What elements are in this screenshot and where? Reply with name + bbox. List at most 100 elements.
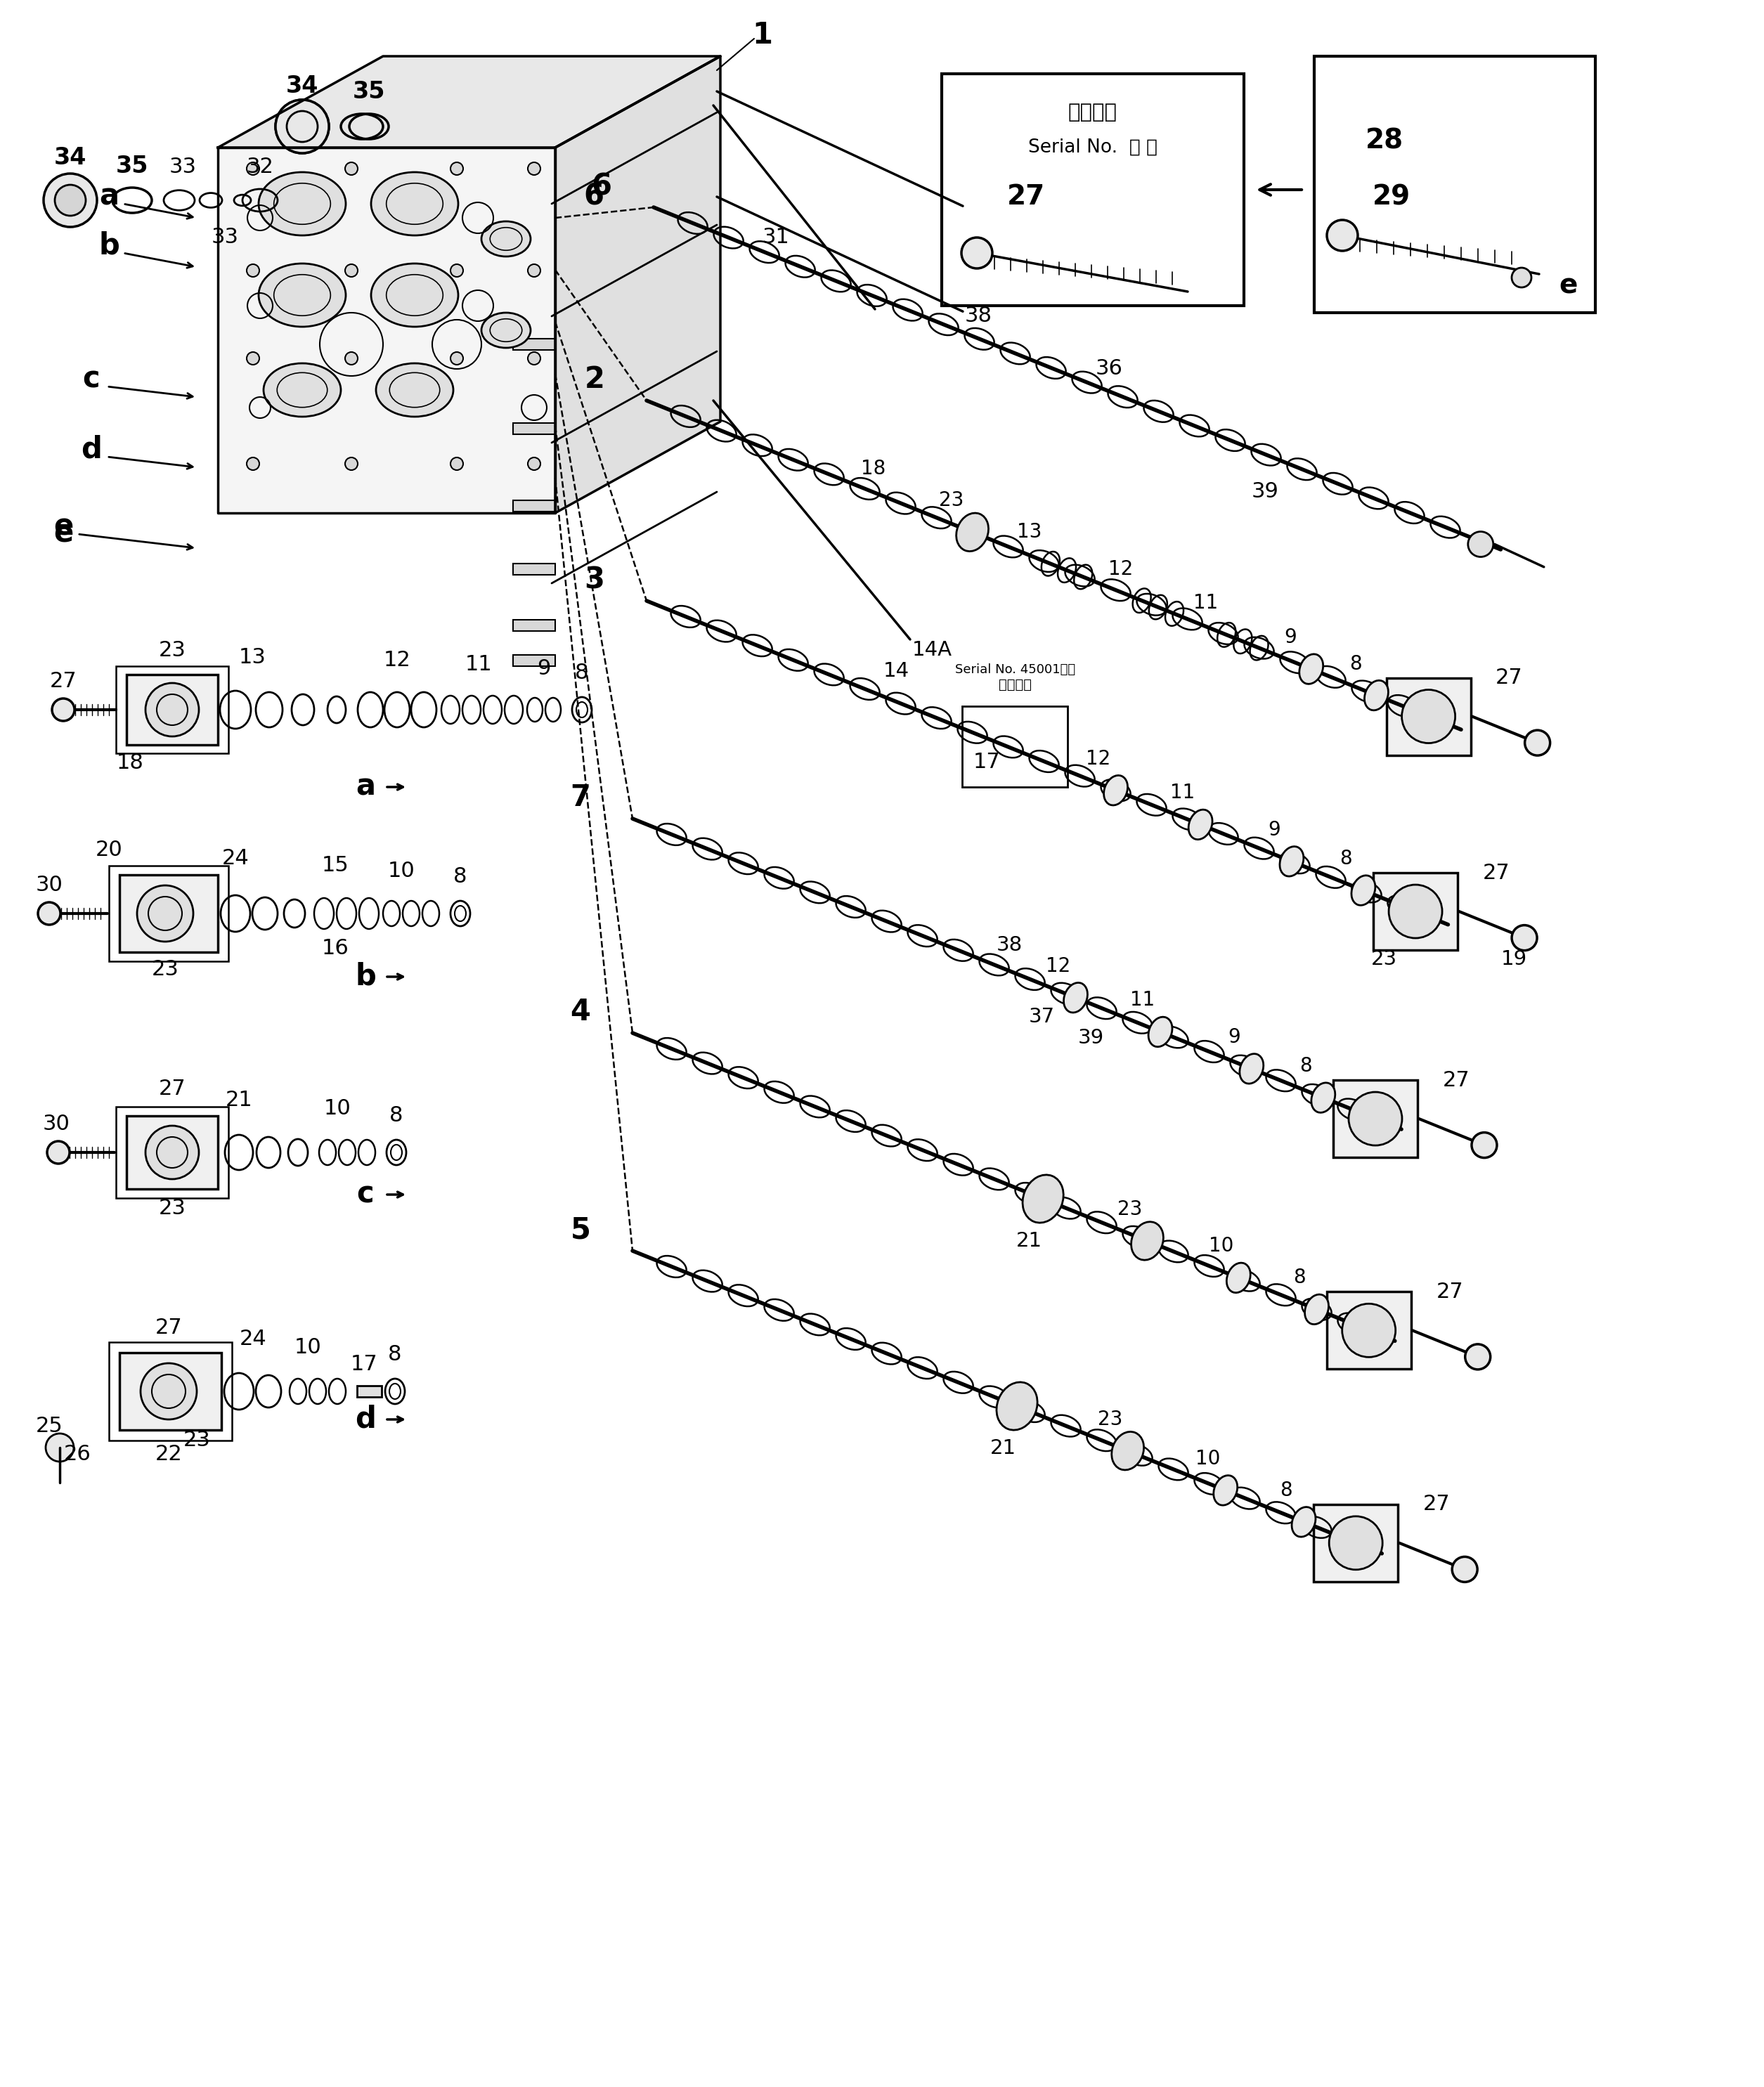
Bar [127,674,219,745]
Text: 8: 8 [1339,849,1351,868]
Circle shape [527,353,540,365]
Bar [513,338,556,351]
Text: 16: 16 [321,939,349,958]
Text: 39: 39 [1078,1029,1104,1048]
Circle shape [141,1363,198,1419]
Text: 35: 35 [353,79,385,102]
Bar [963,705,1067,787]
Ellipse shape [1305,1294,1328,1325]
Text: 15: 15 [321,856,349,877]
Circle shape [1512,267,1531,288]
Text: 9: 9 [1284,628,1297,647]
Text: 8: 8 [1349,653,1362,674]
Text: 11: 11 [1171,783,1196,803]
Text: 22: 22 [155,1444,182,1465]
Circle shape [275,100,328,152]
Ellipse shape [1064,983,1088,1012]
Text: 8: 8 [388,1344,402,1365]
Text: 8: 8 [1293,1269,1305,1288]
Ellipse shape [1104,776,1127,806]
Text: 11: 11 [1192,593,1217,614]
Ellipse shape [1023,1175,1064,1223]
Bar [513,424,556,434]
Text: 8: 8 [575,664,589,682]
Circle shape [527,457,540,470]
Text: 8: 8 [1281,1480,1293,1501]
Text: 9: 9 [538,659,550,678]
Ellipse shape [1189,810,1212,839]
Bar [513,620,556,630]
Circle shape [1402,689,1455,743]
Circle shape [145,682,199,737]
Circle shape [1512,925,1536,950]
Text: e: e [53,511,72,543]
Text: 6: 6 [584,182,603,211]
Circle shape [44,173,97,227]
Ellipse shape [482,221,531,257]
Text: 29: 29 [1372,184,1411,211]
Ellipse shape [956,513,988,551]
Ellipse shape [1148,1016,1173,1048]
Text: 27: 27 [1484,862,1510,883]
Text: 13: 13 [238,647,266,668]
Bar [942,73,1244,305]
Text: d: d [81,434,102,465]
Ellipse shape [370,171,459,236]
Circle shape [527,163,540,175]
Ellipse shape [1226,1263,1251,1292]
Text: 適用号機: 適用号機 [1069,102,1117,123]
Text: 18: 18 [116,751,143,772]
Bar [116,1106,228,1198]
Text: 12: 12 [1087,749,1111,768]
Ellipse shape [370,263,459,328]
Text: 23: 23 [938,490,963,511]
Text: 21: 21 [226,1089,252,1110]
Text: a: a [356,772,376,801]
Circle shape [346,353,358,365]
Text: 38: 38 [997,935,1023,954]
Bar [513,563,556,574]
Circle shape [1524,730,1551,755]
Polygon shape [219,148,556,513]
Text: 14A: 14A [912,641,953,659]
Circle shape [1327,219,1358,250]
Ellipse shape [259,171,346,236]
Text: 17: 17 [974,751,1000,772]
Text: 27: 27 [159,1079,185,1100]
Text: 6: 6 [591,171,612,200]
Text: 9: 9 [1268,820,1281,839]
Text: 38: 38 [965,307,991,326]
Text: 26: 26 [64,1444,92,1465]
Text: 39: 39 [1251,482,1279,501]
Text: 37: 37 [1028,1008,1055,1027]
Circle shape [1466,1344,1491,1369]
Text: 10: 10 [1196,1448,1221,1469]
Text: 34: 34 [55,146,86,169]
Polygon shape [556,56,720,513]
Bar [1327,1292,1411,1369]
Bar [356,1386,381,1396]
Ellipse shape [259,263,346,328]
Circle shape [450,457,464,470]
Circle shape [346,265,358,278]
Ellipse shape [1131,1221,1164,1261]
Text: 27: 27 [1424,1494,1450,1515]
Text: 27: 27 [1496,668,1522,689]
Text: 23: 23 [1097,1409,1122,1430]
Text: 33: 33 [212,227,238,246]
Text: 30: 30 [42,1114,71,1135]
Circle shape [138,885,194,941]
Ellipse shape [263,363,340,417]
Text: d: d [355,1405,376,1434]
Circle shape [51,699,74,720]
Circle shape [247,457,259,470]
Circle shape [1468,532,1494,557]
Ellipse shape [1214,1476,1237,1505]
Text: 10: 10 [1208,1236,1233,1256]
Text: 4: 4 [570,998,591,1027]
Text: e: e [53,520,72,549]
Text: 14: 14 [884,662,910,680]
Bar [116,666,228,753]
Ellipse shape [1279,847,1304,877]
Text: 3: 3 [584,566,605,595]
